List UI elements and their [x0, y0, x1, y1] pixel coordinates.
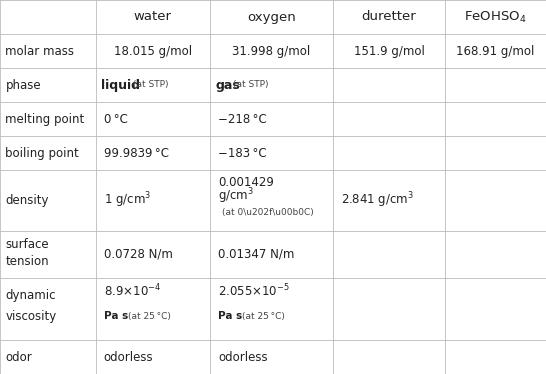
Text: molar mass: molar mass: [5, 45, 74, 58]
Text: boiling point: boiling point: [5, 147, 79, 159]
Text: liquid: liquid: [101, 79, 140, 92]
Text: odorless: odorless: [218, 350, 268, 364]
Text: dynamic: dynamic: [5, 289, 56, 302]
Text: g/cm$^3$: g/cm$^3$: [218, 187, 254, 206]
Text: melting point: melting point: [5, 113, 85, 126]
Text: 2.841 g/cm$^3$: 2.841 g/cm$^3$: [341, 190, 414, 210]
Text: 168.91 g/mol: 168.91 g/mol: [456, 45, 535, 58]
Text: duretter: duretter: [361, 10, 417, 24]
Text: 8.9$\times$10$^{-4}$: 8.9$\times$10$^{-4}$: [104, 283, 161, 300]
Text: Pa s: Pa s: [218, 311, 242, 321]
Text: 18.015 g/mol: 18.015 g/mol: [114, 45, 192, 58]
Text: FeOHSO$_4$: FeOHSO$_4$: [464, 9, 527, 25]
Text: 2.055$\times$10$^{-5}$: 2.055$\times$10$^{-5}$: [218, 283, 290, 300]
Text: odorless: odorless: [104, 350, 153, 364]
Text: 0 °C: 0 °C: [104, 113, 128, 126]
Text: phase: phase: [5, 79, 41, 92]
Text: (at 25 °C): (at 25 °C): [128, 312, 171, 321]
Text: 1 g/cm$^3$: 1 g/cm$^3$: [104, 190, 151, 210]
Text: water: water: [134, 10, 172, 24]
Text: 0.0728 N/m: 0.0728 N/m: [104, 248, 173, 261]
Text: (at STP): (at STP): [133, 80, 168, 89]
Text: density: density: [5, 194, 49, 207]
Text: (at 0\u202f\u00b0C): (at 0\u202f\u00b0C): [222, 208, 314, 217]
Text: (at STP): (at STP): [233, 80, 268, 89]
Text: oxygen: oxygen: [247, 10, 296, 24]
Text: 0.01347 N/m: 0.01347 N/m: [218, 248, 295, 261]
Text: 151.9 g/mol: 151.9 g/mol: [354, 45, 424, 58]
Text: 99.9839 °C: 99.9839 °C: [104, 147, 169, 159]
Text: gas: gas: [216, 79, 240, 92]
Text: 31.998 g/mol: 31.998 g/mol: [233, 45, 311, 58]
Text: odor: odor: [5, 350, 32, 364]
Text: 0.001429: 0.001429: [218, 176, 274, 188]
Text: tension: tension: [5, 255, 49, 268]
Text: −218 °C: −218 °C: [218, 113, 267, 126]
Text: viscosity: viscosity: [5, 310, 57, 323]
Text: (at 25 °C): (at 25 °C): [242, 312, 285, 321]
Text: Pa s: Pa s: [104, 311, 128, 321]
Text: surface: surface: [5, 238, 49, 251]
Text: −183 °C: −183 °C: [218, 147, 267, 159]
